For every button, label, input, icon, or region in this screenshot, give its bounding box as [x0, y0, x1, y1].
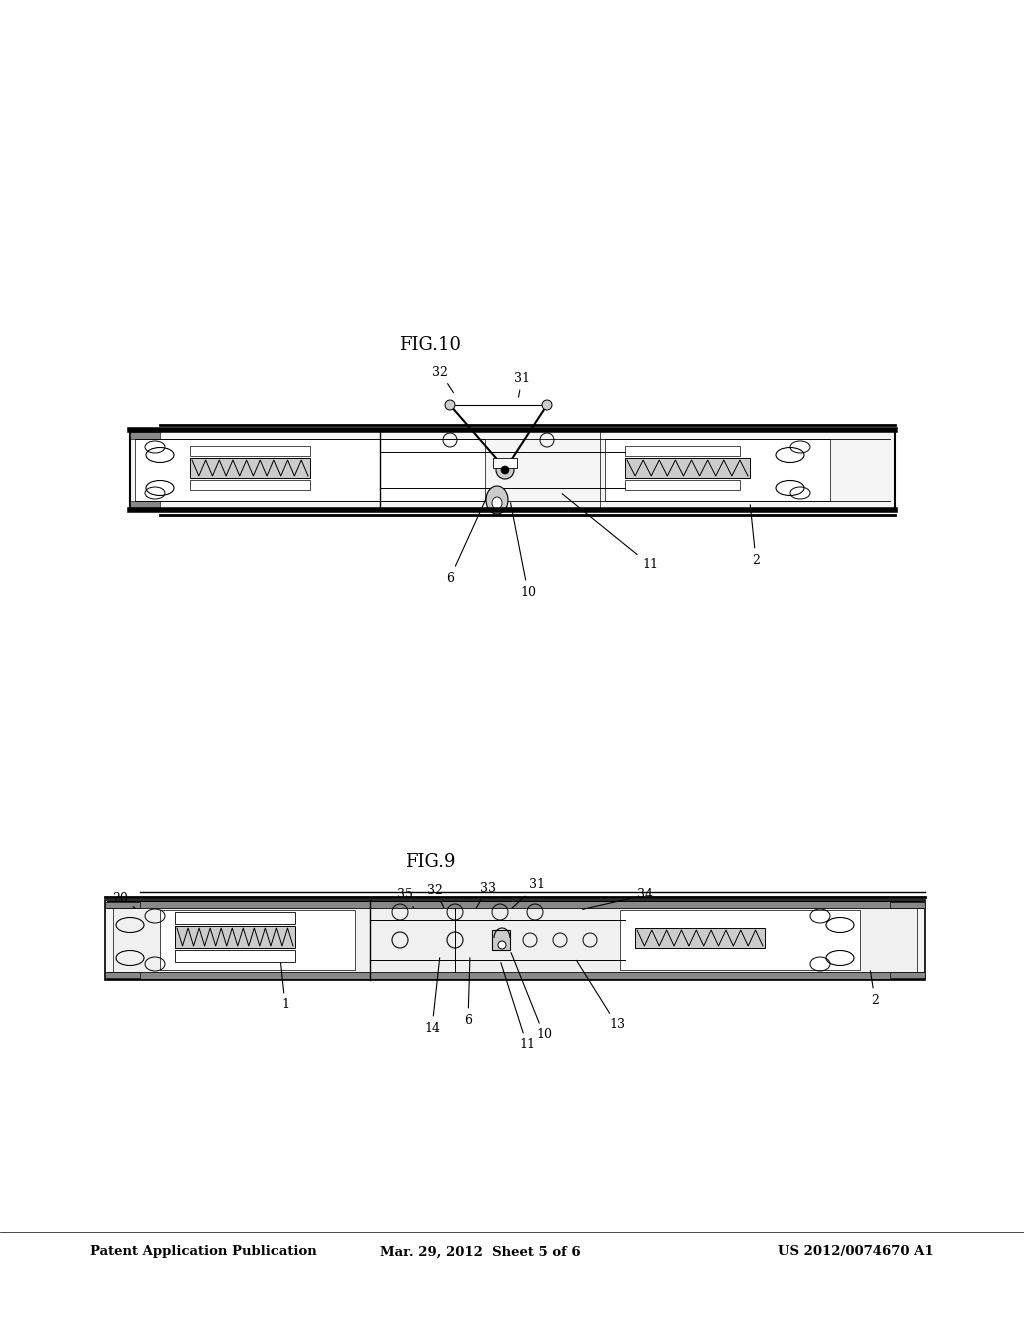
Bar — [175, 927, 295, 948]
Bar — [190, 446, 310, 455]
Ellipse shape — [498, 941, 506, 949]
Bar — [105, 900, 925, 979]
Polygon shape — [890, 972, 925, 978]
Polygon shape — [130, 502, 160, 508]
Ellipse shape — [486, 486, 508, 513]
Bar — [175, 912, 295, 924]
Bar — [635, 928, 765, 948]
Text: 32: 32 — [432, 366, 454, 392]
Text: 33: 33 — [476, 882, 496, 908]
Text: 35: 35 — [397, 888, 414, 908]
Text: 31: 31 — [512, 879, 545, 908]
Bar — [130, 430, 895, 510]
Text: 10: 10 — [511, 953, 552, 1041]
Circle shape — [501, 466, 509, 474]
Text: 31: 31 — [514, 371, 530, 397]
Bar — [625, 480, 740, 490]
Text: 1: 1 — [281, 961, 289, 1011]
Bar — [106, 902, 923, 908]
Text: US 2012/0074670 A1: US 2012/0074670 A1 — [778, 1246, 934, 1258]
Bar — [625, 446, 740, 455]
Polygon shape — [105, 902, 140, 908]
Bar — [135, 440, 485, 502]
Circle shape — [496, 461, 514, 479]
Text: Patent Application Publication: Patent Application Publication — [90, 1246, 316, 1258]
Bar — [492, 931, 510, 950]
Bar — [106, 972, 923, 979]
Text: 14: 14 — [424, 958, 440, 1035]
Bar — [493, 458, 517, 469]
Bar — [620, 909, 860, 970]
Text: Mar. 29, 2012  Sheet 5 of 6: Mar. 29, 2012 Sheet 5 of 6 — [380, 1246, 581, 1258]
Polygon shape — [890, 902, 925, 908]
Text: FIG.9: FIG.9 — [404, 853, 456, 871]
Polygon shape — [130, 432, 160, 440]
Text: 10: 10 — [511, 503, 536, 598]
Text: 32: 32 — [427, 883, 443, 908]
Circle shape — [445, 400, 455, 411]
Bar — [175, 950, 295, 962]
Text: 13: 13 — [577, 961, 625, 1031]
Text: 34: 34 — [583, 888, 653, 909]
Bar — [190, 480, 310, 490]
Text: 20: 20 — [112, 891, 135, 908]
Text: 6: 6 — [446, 492, 488, 585]
Bar — [113, 908, 918, 972]
Bar — [190, 458, 310, 478]
Text: 6: 6 — [464, 958, 472, 1027]
Text: 2: 2 — [751, 504, 760, 566]
Polygon shape — [105, 972, 140, 978]
Bar — [605, 440, 830, 502]
Circle shape — [542, 400, 552, 411]
Text: FIG.10: FIG.10 — [399, 337, 461, 354]
Ellipse shape — [492, 498, 502, 510]
Text: 11: 11 — [562, 494, 658, 572]
Bar — [625, 458, 750, 478]
Text: 11: 11 — [501, 962, 535, 1052]
Text: 2: 2 — [870, 970, 879, 1006]
Bar — [160, 909, 355, 970]
